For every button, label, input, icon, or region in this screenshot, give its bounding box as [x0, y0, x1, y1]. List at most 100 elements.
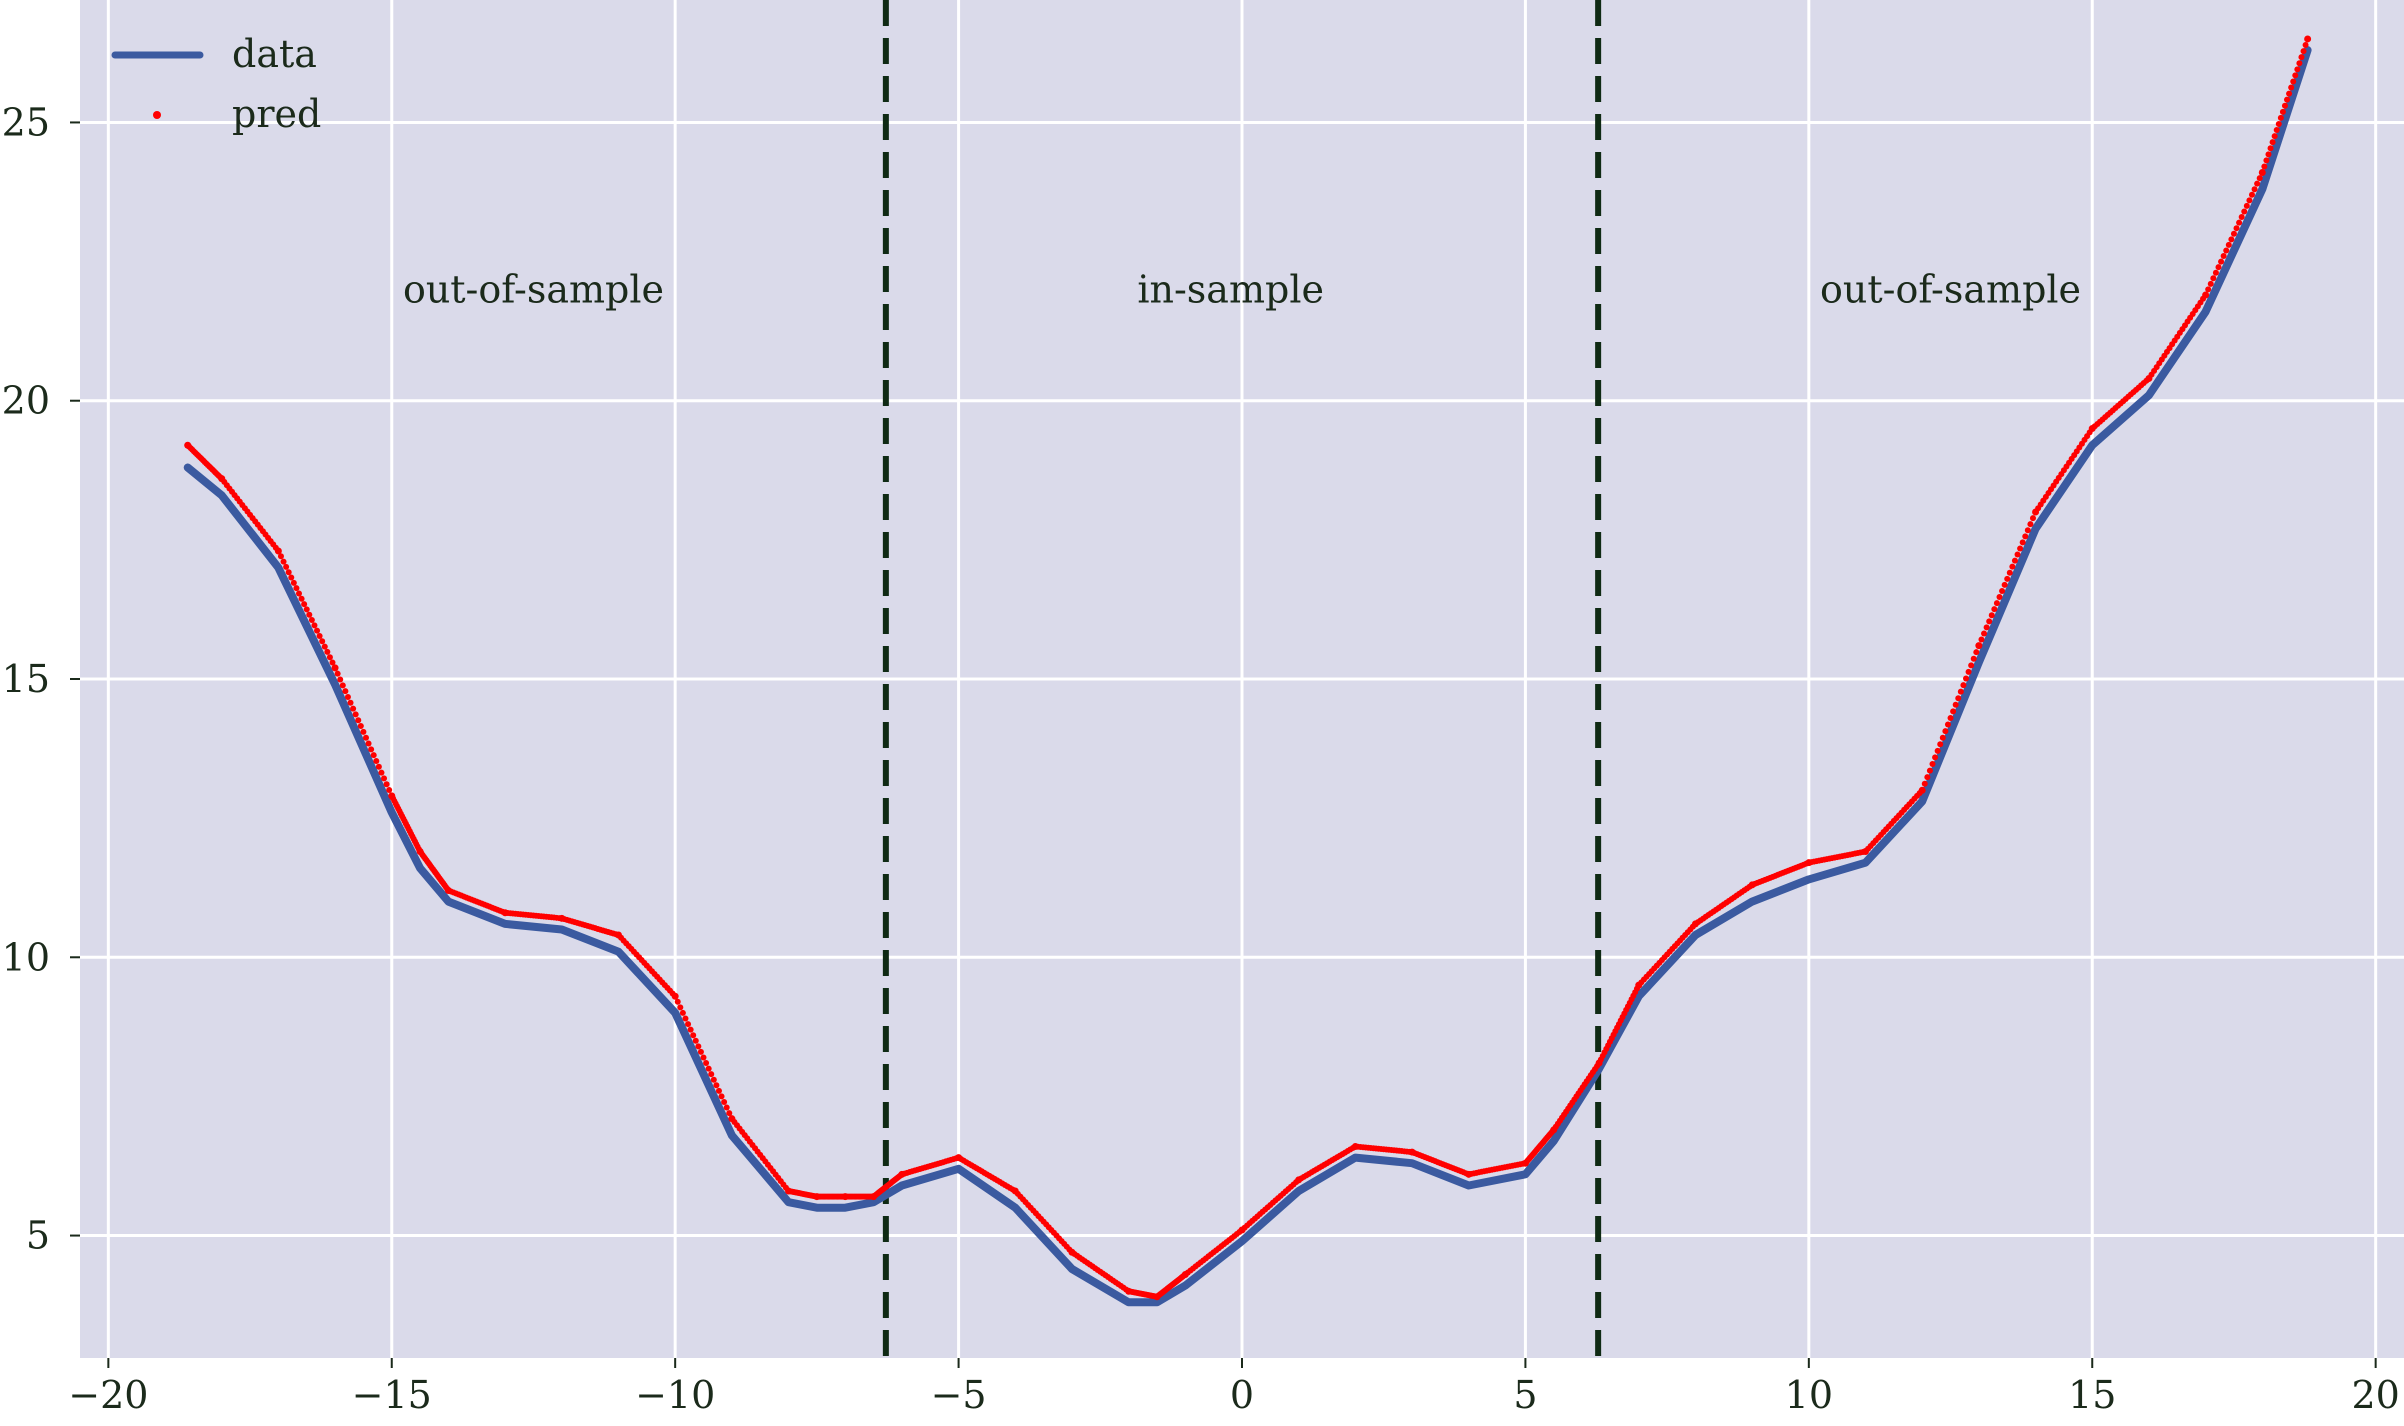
pred-point: [2009, 563, 2016, 570]
pred-point: [375, 763, 382, 770]
x-tick-label: 0: [1230, 1373, 1254, 1417]
pred-point: [1918, 786, 1926, 794]
pred-point: [2300, 48, 2307, 55]
pred-point: [360, 728, 367, 735]
y-tick-label: 20: [2, 379, 50, 423]
pred-point: [1965, 668, 1972, 675]
y-tick-label: 15: [2, 657, 50, 701]
pred-point: [1973, 649, 1980, 656]
pred-point: [2261, 163, 2268, 170]
pred-point: [1929, 761, 1936, 768]
pred-point: [695, 1043, 702, 1050]
pred-point: [2243, 202, 2250, 209]
pred-point: [723, 1104, 730, 1111]
pred-point: [2265, 151, 2272, 158]
pred-point: [2006, 569, 2013, 576]
pred-point: [2279, 108, 2286, 115]
pred-point: [2258, 169, 2266, 177]
pred-point: [290, 579, 297, 586]
pred-point: [308, 617, 315, 624]
pred-point: [326, 654, 333, 661]
pred-point: [2271, 133, 2278, 140]
pred-point: [2304, 35, 2312, 43]
pred-point: [1968, 662, 1975, 669]
pred-point: [2286, 90, 2293, 97]
pred-point: [298, 595, 305, 602]
pred-point: [2292, 72, 2299, 79]
pred-point: [2228, 236, 2235, 243]
pred-point: [1991, 606, 1998, 613]
annotations: out-of-sample in-sample out-of-sample: [403, 267, 2081, 311]
pred-point: [2251, 186, 2258, 193]
pred-point: [357, 723, 364, 730]
pred-point: [2011, 557, 2018, 564]
pred-point: [2223, 247, 2230, 254]
region-annotation: out-of-sample: [1820, 267, 2081, 311]
pred-point: [726, 1110, 733, 1117]
tick-labels: −20 −15 −10 −5 0 5 10 15 20 5 10 15 20 25: [2, 100, 2400, 1417]
pred-point: [2236, 219, 2243, 226]
pred-point: [2218, 258, 2225, 265]
pred-point: [1962, 675, 1969, 682]
pred-point: [2294, 66, 2301, 73]
pred-point: [274, 547, 282, 555]
pred-point: [685, 1021, 692, 1028]
pred-point: [383, 781, 390, 788]
pred-point: [2302, 42, 2309, 49]
pred-point: [280, 558, 287, 565]
pred-point: [718, 1093, 725, 1100]
pred-point: [2004, 575, 2011, 582]
pred-point: [715, 1087, 722, 1094]
pred-point: [329, 659, 336, 666]
pred-point: [1996, 594, 2003, 601]
pred-point: [303, 606, 310, 613]
pred-point: [2029, 515, 2036, 522]
pred-point: [373, 757, 380, 764]
pred-point: [2205, 286, 2212, 293]
pred-point: [2019, 539, 2026, 546]
pred-point: [2248, 191, 2255, 198]
pred-point: [342, 688, 349, 695]
pred-point: [2284, 96, 2291, 103]
pred-point: [1993, 600, 2000, 607]
pred-point: [283, 563, 290, 570]
pred-point: [2298, 54, 2305, 61]
legend-label-data: data: [232, 32, 317, 76]
x-tick-label: −20: [68, 1373, 148, 1417]
pred-point: [381, 775, 388, 782]
legend: data pred: [111, 32, 321, 136]
pred-point: [721, 1098, 728, 1105]
pred-point: [713, 1082, 720, 1089]
series-line-data: [183, 46, 2312, 1307]
legend-label-pred: pred: [232, 92, 321, 136]
pred-point: [2001, 581, 2008, 588]
pred-point: [2290, 78, 2297, 85]
pred-point: [1960, 682, 1967, 689]
pred-point: [2210, 275, 2217, 282]
pred-point: [1939, 734, 1946, 741]
pred-point: [1981, 630, 1988, 637]
x-tick-label: 5: [1513, 1373, 1537, 1417]
x-tick-label: −10: [635, 1373, 715, 1417]
pred-point: [2246, 197, 2253, 204]
y-tick-label: 10: [2, 935, 50, 979]
pred-point: [2014, 551, 2021, 558]
pred-point: [1932, 754, 1939, 761]
pred-point: [697, 1048, 704, 1055]
pred-point: [692, 1037, 699, 1044]
pred-point: [337, 676, 344, 683]
pred-point: [2296, 60, 2303, 67]
pred-point: [1934, 747, 1941, 754]
pred-point: [2233, 225, 2240, 232]
pred-point: [2027, 521, 2034, 528]
pred-point: [1952, 701, 1959, 708]
pred-point: [2281, 102, 2288, 109]
pred-point: [285, 569, 292, 576]
pred-point: [2212, 269, 2219, 276]
pred-point: [679, 1009, 686, 1016]
pred-point: [2230, 230, 2237, 237]
pred-point: [316, 632, 323, 639]
pred-point: [347, 699, 354, 706]
pred-point: [1926, 767, 1933, 774]
pred-point: [1947, 714, 1954, 721]
